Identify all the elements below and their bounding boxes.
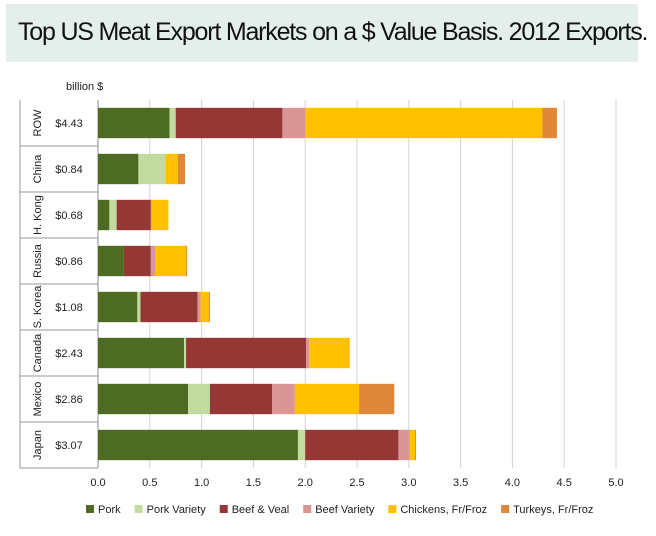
bar-segment (306, 337, 310, 369)
legend-label: Turkeys, Fr/Froz (513, 504, 593, 516)
x-tick-label: 1.0 (194, 477, 209, 489)
bar-segment (409, 429, 416, 461)
bar-segment (398, 429, 410, 461)
category-label: Canada (32, 333, 44, 372)
bar-segment (138, 153, 166, 185)
x-tick-label: 0.0 (90, 477, 105, 489)
total-label: $0.68 (55, 210, 83, 222)
bar-segment (98, 153, 139, 185)
bar-segment (200, 291, 209, 323)
x-tick-label: 1.5 (246, 477, 261, 489)
legend-swatch (219, 505, 228, 513)
x-tick-label: 4.5 (557, 477, 572, 489)
total-label: $1.08 (55, 302, 83, 314)
bar-segment (272, 383, 295, 415)
bar-segment (186, 245, 188, 277)
bar-segment (309, 337, 350, 369)
category-label: Russia (32, 243, 44, 278)
chart-title: Top US Meat Export Markets on a $ Value … (18, 18, 648, 46)
bar-segment (98, 199, 110, 231)
legend-swatch (501, 505, 510, 513)
x-tick-label: 2.5 (349, 477, 364, 489)
bar-segment (140, 291, 198, 323)
bar-segment (154, 245, 187, 277)
bar-segment (305, 429, 399, 461)
legend-label: Chickens, Fr/Froz (400, 504, 487, 516)
legend-label: Beef & Veal (232, 504, 290, 516)
bar-segment (415, 429, 417, 461)
total-label: $0.84 (55, 164, 83, 176)
bar-segment (186, 337, 307, 369)
total-label: $2.86 (55, 394, 83, 406)
category-label: China (32, 154, 44, 184)
bar-segment (98, 383, 189, 415)
bar-segment (116, 199, 151, 231)
category-label: Mexico (32, 382, 44, 417)
x-tick-label: 3.5 (453, 477, 468, 489)
total-label: $0.86 (55, 256, 83, 268)
legend-label: Pork (98, 504, 121, 516)
bar-segment (209, 383, 273, 415)
category-label: ROW (32, 109, 44, 137)
x-tick-label: 0.5 (142, 477, 157, 489)
bar-segment (294, 383, 360, 415)
total-label: $2.43 (55, 348, 83, 360)
bar-segment (165, 153, 178, 185)
bar-segment (208, 291, 210, 323)
bar-segment (137, 291, 141, 323)
bar-segment (98, 291, 138, 323)
bar-segment (98, 337, 184, 369)
bar-segment (151, 199, 169, 231)
title-band: Top US Meat Export Markets on a $ Value … (6, 4, 648, 62)
bar-segment (188, 383, 210, 415)
bar-segment (297, 429, 306, 461)
bar-segment (123, 245, 151, 277)
bar-segment (169, 107, 176, 139)
total-label: $3.07 (55, 440, 83, 452)
bar-segment (183, 337, 187, 369)
bar-segment (150, 245, 155, 277)
bar-segment (175, 107, 283, 139)
x-tick-label: 2.0 (298, 477, 313, 489)
legend-swatch (388, 505, 397, 513)
total-label: $4.43 (55, 118, 83, 130)
bar-segment (542, 107, 557, 139)
bar-segment (98, 429, 298, 461)
bar-segment (98, 107, 170, 139)
category-label: H. Kong (32, 195, 44, 235)
bar-segment (109, 199, 117, 231)
legend-label: Beef Variety (315, 504, 375, 516)
x-tick-label: 3.0 (401, 477, 416, 489)
bar-segment (150, 199, 152, 231)
bar-segment (197, 291, 201, 323)
legend-swatch (134, 505, 143, 513)
x-tick-label: 4.0 (505, 477, 520, 489)
legend-swatch (86, 505, 94, 513)
bar-segment (282, 107, 306, 139)
bar-segment (359, 383, 395, 415)
unit-label: billion $ (66, 81, 103, 93)
category-label: S. Korea (32, 285, 44, 329)
category-label: Japan (32, 430, 44, 460)
legend-swatch (303, 505, 312, 513)
bar-segment (305, 107, 543, 139)
legend-label: Pork Variety (147, 504, 207, 516)
bar-segment (177, 153, 186, 185)
bar-segment (98, 245, 124, 277)
x-tick-label: 5.0 (608, 477, 623, 489)
